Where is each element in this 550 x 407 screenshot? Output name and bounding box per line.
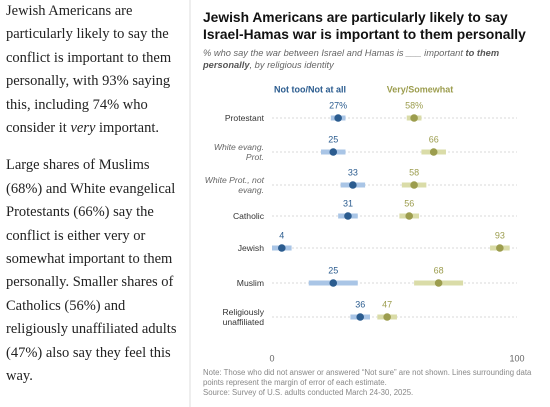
paragraph-text: Jewish Americans are particularly likely… <box>6 3 172 137</box>
dot <box>344 212 352 220</box>
dot <box>356 313 365 321</box>
value-label: 25 <box>328 265 338 275</box>
legend-label: Not too/Not at all <box>274 84 346 94</box>
source: Source: Survey of U.S. adults conducted … <box>203 388 414 397</box>
value-label: 25 <box>328 134 338 144</box>
category-label: White evang. Prot. <box>213 142 264 162</box>
value-label: 66 <box>429 134 439 144</box>
dot <box>349 181 357 189</box>
value-label: 31 <box>343 198 353 208</box>
category-label: White Prot., not evang. <box>204 175 264 195</box>
x-tick-label: 100 <box>509 353 524 363</box>
category-label: Muslim <box>236 278 264 288</box>
dot <box>410 181 418 189</box>
value-label: 4 <box>279 230 284 240</box>
dot <box>410 114 418 122</box>
chart-title: Jewish Americans are particularly likely… <box>203 10 526 42</box>
note: Note: Those who did not answer or answer… <box>203 368 532 387</box>
dot <box>329 148 338 156</box>
paragraph-text: Large shares of Muslims (68%) and White … <box>6 157 177 385</box>
subtitle-text: , by religious identity <box>249 60 334 70</box>
value-label: 36 <box>355 299 365 309</box>
paragraph: Large shares of Muslims (68%) and White … <box>6 154 178 388</box>
chart-subtitle: % who say the war between Israel and Ham… <box>203 47 543 71</box>
legend-label: Very/Somewhat <box>387 84 454 94</box>
x-tick-label: 0 <box>269 353 274 363</box>
category-label: Protestant <box>224 113 264 123</box>
dot <box>405 212 414 220</box>
value-label: 56 <box>404 198 414 208</box>
value-label: 47 <box>382 299 392 309</box>
notes: Note: Those who did not answer or answer… <box>203 368 543 398</box>
category-label: Religiously unaffiliated <box>222 307 264 327</box>
dot <box>429 148 438 156</box>
value-label: 27% <box>329 100 347 110</box>
paragraph: Jewish Americans are particularly likely… <box>6 0 178 140</box>
value-label: 58% <box>405 100 423 110</box>
dot <box>434 279 443 287</box>
category-label: Jewish <box>237 243 264 253</box>
dot <box>383 313 391 321</box>
emphasis: very <box>70 120 96 137</box>
value-label: 68 <box>434 265 444 275</box>
dot <box>329 279 338 287</box>
value-label: 33 <box>348 167 358 177</box>
category-label: Catholic <box>232 211 264 221</box>
value-label: 93 <box>495 230 505 240</box>
subtitle-emphasis: to them personally <box>203 48 500 70</box>
value-label: 58 <box>409 167 419 177</box>
dot <box>278 244 286 252</box>
dot <box>334 114 342 122</box>
paragraph-text: important. <box>95 120 160 137</box>
article: Jewish Americans are particularly likely… <box>6 0 178 403</box>
subtitle-text: % who say the war between Israel and Ham… <box>203 48 466 58</box>
dot <box>496 244 504 252</box>
